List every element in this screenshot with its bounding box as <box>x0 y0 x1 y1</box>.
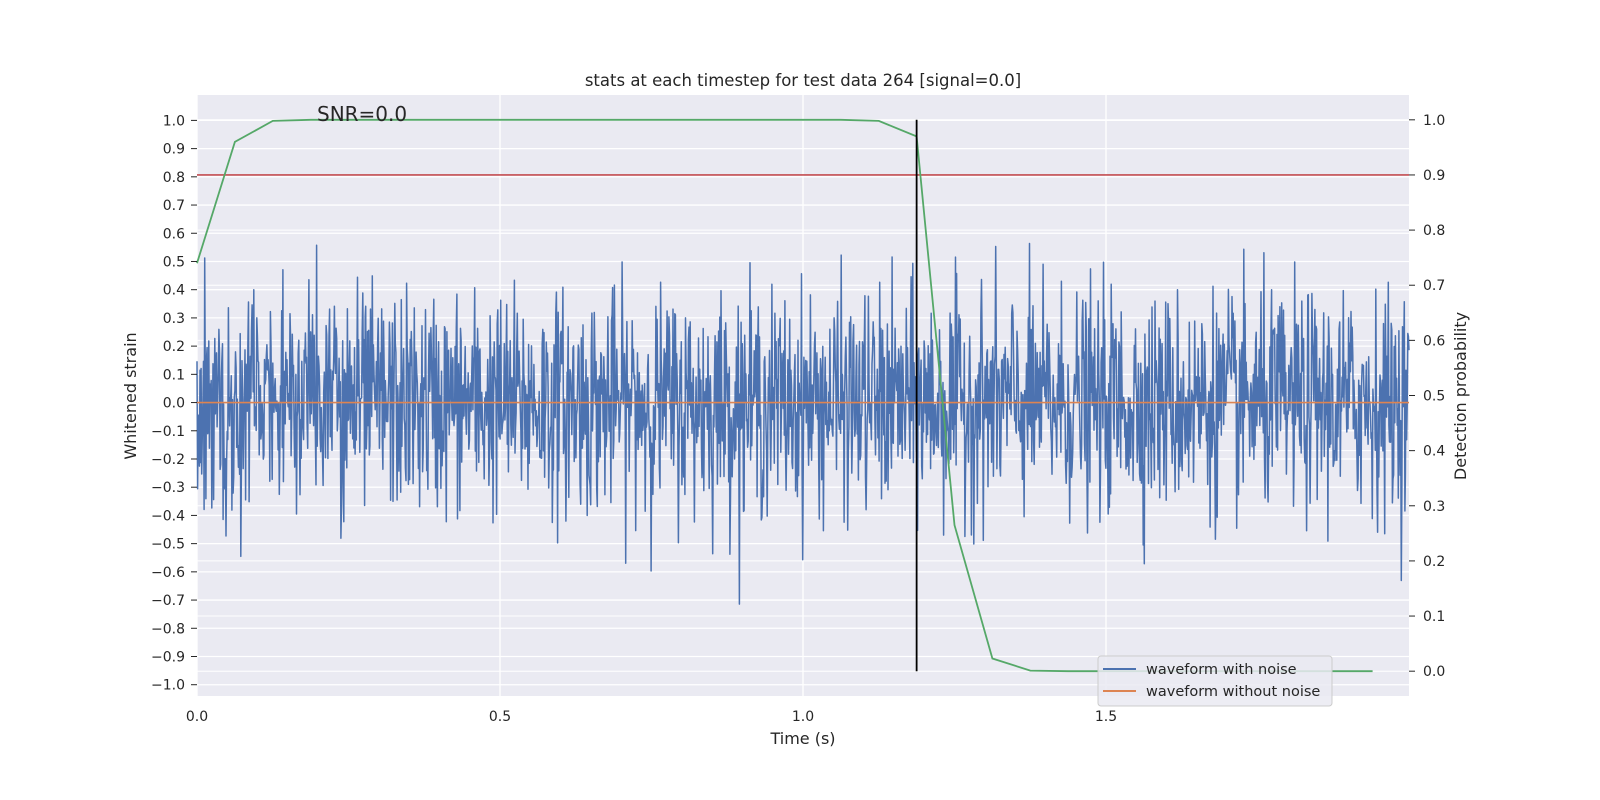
x-axis-label: Time (s) <box>769 729 835 748</box>
y-left-tick-label: −0.9 <box>151 649 185 665</box>
y-left-tick-label: 0.3 <box>163 311 185 327</box>
y-left-tick-label: 0.8 <box>163 170 185 186</box>
legend: waveform with noise waveform without noi… <box>1097 655 1333 707</box>
x-tick-label: 0.5 <box>489 709 511 725</box>
y-left-tick-label: 0.2 <box>163 339 185 355</box>
y-right-tick-label: 0.7 <box>1423 278 1445 294</box>
y-left-tick-label: −0.4 <box>151 508 185 524</box>
y-axis-label-left: Whitened strain <box>121 332 140 459</box>
y-left-tick-label: 0.6 <box>163 226 185 242</box>
y-right-tick-label: 0.6 <box>1423 333 1445 349</box>
x-tick-label: 0.0 <box>186 709 208 725</box>
series-waveform-with-noise <box>196 242 1410 605</box>
y-right-tick-label: 0.4 <box>1423 444 1445 460</box>
axes-ticks: 0.0 0.5 1.0 1.5 1.0 0.9 0.8 0.7 0.6 0.5 0.4 0.3 0.2 0… <box>151 113 1445 725</box>
y-left-tick-label: −0.2 <box>151 452 185 468</box>
snr-annotation: SNR=0.0 <box>317 102 407 126</box>
y-left-tick-label: 0.7 <box>163 198 185 214</box>
y-axis-label-right: Detection probability <box>1451 312 1470 480</box>
legend-label-clean: waveform without noise <box>1146 684 1320 700</box>
legend-label-noise: waveform with noise <box>1146 662 1297 678</box>
y-right-tick-label: 0.3 <box>1423 499 1445 515</box>
y-left-tick-label: 0.1 <box>163 367 185 383</box>
chart-title: stats at each timestep for test data 264… <box>585 71 1021 90</box>
y-left-tick-label: 0.5 <box>163 254 185 270</box>
y-left-tick-label: 0.4 <box>163 283 185 299</box>
legend-box <box>1097 655 1333 707</box>
y-right-tick-label: 0.2 <box>1423 554 1445 570</box>
y-left-tick-label: −0.5 <box>151 537 185 553</box>
y-left-tick-label: −0.6 <box>151 565 185 581</box>
y-left-tick-label: −0.8 <box>151 621 185 637</box>
y-left-tick-label: 0.0 <box>163 396 185 412</box>
y-right-tick-label: 0.0 <box>1423 664 1445 680</box>
y-right-tick-label: 0.5 <box>1423 389 1445 405</box>
y-left-tick-label: −0.1 <box>151 424 185 440</box>
y-right-tick-label: 0.1 <box>1423 609 1445 625</box>
y-left-tick-label: 1.0 <box>163 113 185 129</box>
y-left-tick-label: −0.3 <box>151 480 185 496</box>
x-tick-label: 1.0 <box>792 709 814 725</box>
y-left-tick-label: −0.7 <box>151 593 185 609</box>
y-right-tick-label: 1.0 <box>1423 113 1445 129</box>
x-tick-label: 1.5 <box>1095 709 1117 725</box>
y-left-tick-label: 0.9 <box>163 142 185 158</box>
y-left-tick-label: −1.0 <box>151 678 185 694</box>
y-right-tick-label: 0.8 <box>1423 223 1445 239</box>
y-right-tick-label: 0.9 <box>1423 168 1445 184</box>
